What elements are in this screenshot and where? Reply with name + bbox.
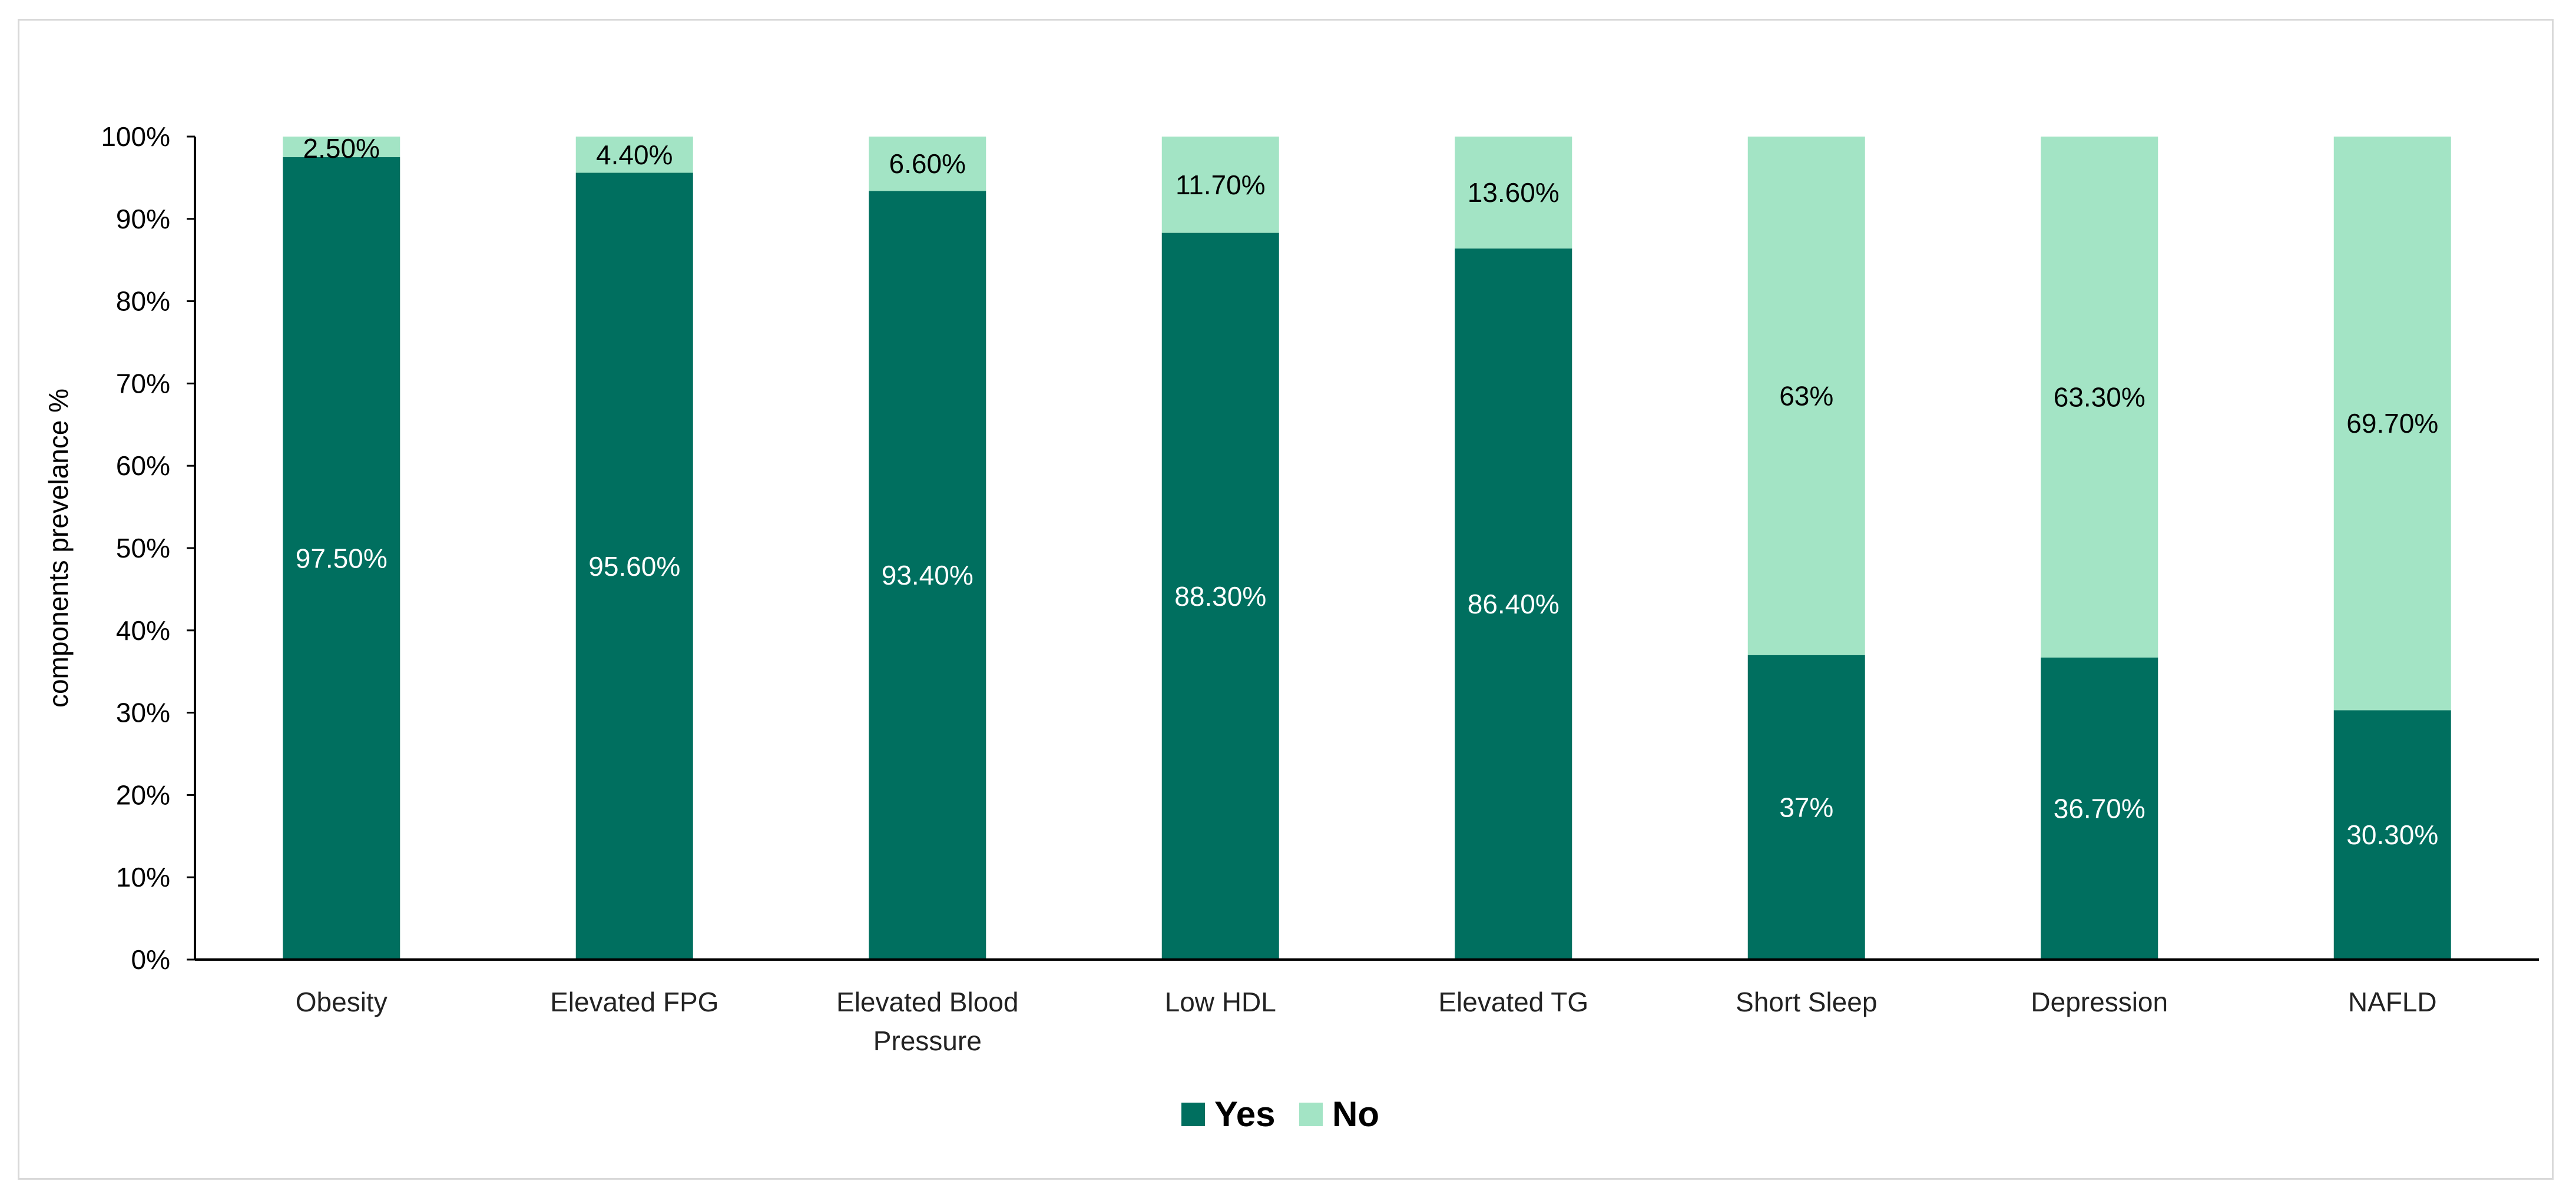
x-category-label: Short Sleep (1736, 987, 1877, 1017)
bar-no-6 (2041, 137, 2158, 658)
y-tick-label: 0% (131, 944, 170, 975)
bar-yes-4 (1455, 248, 1572, 960)
y-tick-label: 30% (116, 698, 170, 728)
y-tick-label: 100% (101, 121, 170, 152)
data-label-no-6: 63.30% (2054, 381, 2145, 412)
bar-no-0 (283, 137, 400, 157)
bar-yes-5 (1747, 655, 1865, 960)
x-category-label: NAFLD (2348, 987, 2437, 1017)
y-tick-label: 60% (116, 450, 170, 481)
y-axis-title: components prevelance % (43, 389, 74, 708)
legend-label-yes: Yes (1214, 1094, 1275, 1134)
y-tick-label: 70% (116, 368, 170, 399)
x-category-label: Depression (2031, 987, 2168, 1017)
bar-yes-1 (575, 172, 693, 960)
y-tick-labels: 0% 10% 20% 30% 40% 50% 60% 70% 80% 90% 100% (101, 121, 195, 975)
data-label-yes-5: 37% (1779, 792, 1833, 822)
bar-no-3 (1161, 137, 1279, 233)
data-label-yes-3: 88.30% (1174, 581, 1266, 612)
legend-swatch-yes (1181, 1103, 1205, 1126)
y-tick-label: 20% (116, 779, 170, 810)
stacked-bar-chart: 97.50% 2.50% 95.60% 4.40% 93.40% 6.60% 88.30% 1… (43, 121, 2539, 1134)
y-tick-label: 80% (116, 286, 170, 317)
data-label-yes-0: 97.50% (296, 543, 388, 573)
bar-no-4 (1455, 137, 1572, 249)
bar-yes-2 (869, 191, 986, 960)
x-category-label: Obesity (296, 987, 388, 1017)
y-tick-label: 10% (116, 862, 170, 892)
data-label-no-0: 2.50% (303, 133, 380, 164)
bar-no-7 (2333, 137, 2451, 711)
data-label-no-1: 4.40% (596, 140, 673, 170)
x-category-labels: Obesity Elevated FPG Elevated Blood Pressur… (296, 987, 2437, 1056)
x-category-label: Elevated FPG (550, 987, 719, 1017)
bar-yes-6 (2041, 657, 2158, 960)
data-label-no-5: 63% (1779, 380, 1833, 411)
x-category-label: Low HDL (1165, 987, 1276, 1017)
data-labels-layer: 97.50% 2.50% 95.60% 4.40% 93.40% 6.60% 88.30% 1… (296, 133, 2439, 850)
data-label-yes-6: 36.70% (2054, 793, 2145, 824)
data-label-yes-4: 86.40% (1468, 589, 1559, 619)
axes-layer (194, 137, 2539, 961)
data-label-no-2: 6.60% (889, 148, 966, 179)
x-category-label: Elevated Blood (836, 987, 1018, 1017)
chart-frame: 97.50% 2.50% 95.60% 4.40% 93.40% 6.60% 88.30% 1… (18, 19, 2554, 1180)
y-tick-label: 50% (116, 533, 170, 563)
data-label-yes-1: 95.60% (588, 551, 680, 582)
data-label-yes-2: 93.40% (882, 560, 974, 590)
legend: Yes No (1181, 1094, 1379, 1134)
bar-no-5 (1747, 137, 1865, 655)
x-category-label: Pressure (873, 1026, 982, 1056)
y-tick-label: 40% (116, 615, 170, 646)
data-label-no-3: 11.70% (1176, 170, 1266, 200)
bar-no-1 (575, 137, 693, 173)
y-tick-label: 90% (116, 204, 170, 234)
legend-swatch-no (1299, 1103, 1323, 1126)
bar-yes-3 (1161, 233, 1279, 960)
data-label-yes-7: 30.30% (2346, 819, 2438, 850)
bars-layer (283, 137, 2451, 960)
x-category-label: Elevated TG (1438, 987, 1588, 1017)
bar-yes-0 (283, 157, 400, 960)
bar-no-2 (869, 137, 986, 191)
bar-yes-7 (2333, 710, 2451, 960)
data-label-no-7: 69.70% (2346, 408, 2438, 439)
data-label-no-4: 13.60% (1468, 177, 1559, 208)
legend-label-no: No (1332, 1094, 1379, 1134)
